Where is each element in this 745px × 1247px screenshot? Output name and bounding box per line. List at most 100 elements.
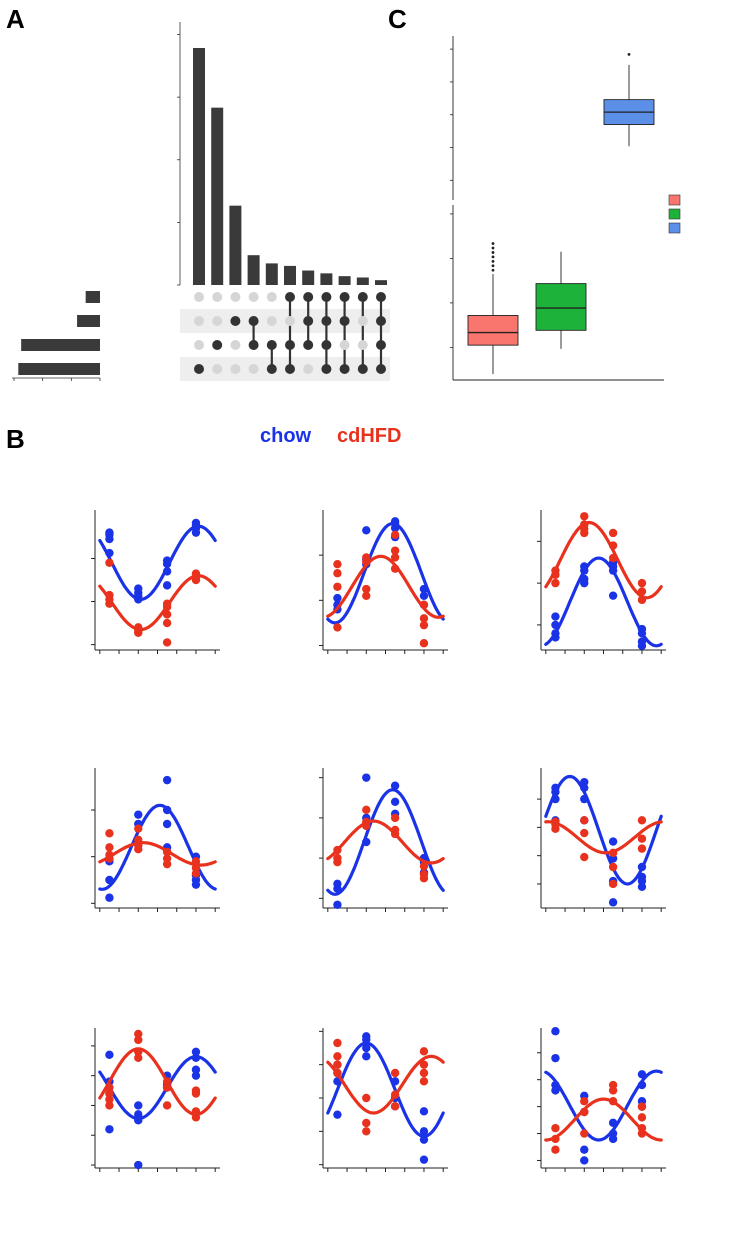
cdhfd-point	[162, 602, 172, 612]
cdhfd-point	[105, 1083, 114, 1092]
chow-point	[134, 1101, 143, 1110]
matrix-dot-inactive	[266, 292, 277, 302]
bar	[211, 107, 224, 285]
cdhfd-point	[390, 530, 400, 540]
cdhfd-point	[362, 1127, 371, 1136]
cdhfd-point	[608, 1086, 618, 1095]
matrix-dot-active	[321, 292, 332, 302]
deg-boxplot	[450, 36, 681, 381]
cdhfd-point	[637, 1102, 647, 1111]
chow-point	[551, 1027, 560, 1036]
cdhfd-point	[637, 1113, 647, 1122]
chow-fit-curve	[326, 521, 445, 625]
chow-point	[134, 595, 143, 604]
cdhfd-point	[419, 1077, 429, 1086]
cdhfd-point	[333, 1068, 342, 1078]
set-size-bar	[77, 315, 100, 327]
chow-point	[362, 1035, 371, 1044]
cdhfd-point	[551, 1145, 560, 1154]
matrix-dot-active	[230, 316, 241, 326]
matrix-dot-inactive	[248, 292, 259, 302]
cdhfd-point	[162, 610, 172, 619]
matrix-dot-active	[339, 292, 350, 302]
chow-point	[105, 1125, 114, 1134]
cdhfd-point	[419, 639, 429, 648]
cdhfd-point	[191, 1113, 201, 1122]
chow-point	[134, 810, 143, 819]
cdhfd-point	[362, 584, 371, 594]
chow-point	[390, 797, 400, 806]
cdhfd-point	[162, 859, 172, 869]
bar	[375, 280, 387, 285]
chow-point	[390, 523, 400, 533]
cdhfd-point	[419, 620, 429, 630]
chow-point	[191, 1065, 201, 1074]
chow-fit-curve	[326, 788, 445, 896]
cdhfd-point	[419, 861, 429, 871]
chow-point	[551, 794, 560, 804]
cdhfd-point	[390, 1068, 400, 1078]
box-outlier	[491, 251, 495, 254]
cdhfd-point	[162, 1101, 172, 1110]
bar	[302, 270, 315, 285]
matrix-dot-active	[285, 364, 295, 374]
matrix-dot-active	[285, 340, 295, 350]
chow-fit-curve	[98, 524, 217, 602]
matrix-dot-active	[303, 292, 314, 302]
bar	[338, 276, 351, 285]
cdhfd-point	[134, 1053, 143, 1062]
cdhfd-point	[608, 1097, 618, 1106]
cdhfd-point	[362, 591, 371, 601]
bar	[265, 263, 278, 285]
legend-chow: chow	[260, 425, 312, 447]
chow-point	[162, 559, 172, 569]
chow-point	[362, 1043, 371, 1053]
bar	[320, 273, 333, 285]
cdhfd-point	[105, 558, 114, 567]
box-outlier	[627, 52, 631, 56]
chow-point	[608, 566, 618, 575]
matrix-dot-active	[376, 340, 386, 350]
chow-point	[637, 629, 647, 638]
chow-point	[162, 775, 172, 785]
cdhfd-point	[191, 1107, 201, 1116]
matrix-dot-inactive	[212, 316, 223, 326]
set-size-bar	[21, 339, 101, 351]
chow-point	[134, 1160, 143, 1170]
panel-label-c: C	[388, 4, 407, 34]
cdhfd-point	[637, 844, 647, 853]
cdhfd-point	[390, 564, 400, 573]
chow-point	[551, 1053, 560, 1063]
cdhfd-point	[162, 618, 172, 628]
matrix-dot-active	[248, 340, 259, 350]
chow-point	[580, 1156, 589, 1165]
cdhfd-point	[134, 824, 143, 833]
matrix-dot-inactive	[212, 292, 223, 302]
chow-point	[362, 773, 371, 782]
cdhfd-point	[105, 599, 114, 608]
cdhfd-point	[134, 845, 143, 854]
cdhfd-point	[580, 852, 589, 862]
cdhfd-point	[637, 816, 647, 825]
set-size-bar	[18, 363, 100, 375]
cdhfd-point	[362, 805, 371, 815]
box-outlier	[491, 264, 495, 268]
cdhfd-point	[580, 528, 589, 538]
cdhfd-point	[333, 623, 342, 632]
box-body	[467, 315, 519, 346]
cdhfd-point	[637, 595, 647, 605]
cdhfd-point	[390, 813, 400, 823]
cdhfd-point	[362, 1118, 371, 1128]
cdhfd-point	[419, 1047, 429, 1056]
matrix-dot-inactive	[194, 316, 204, 326]
matrix-dot-inactive	[339, 340, 350, 350]
cdhfd-point	[390, 1102, 400, 1111]
chow-point	[551, 620, 560, 630]
cdhfd-point	[362, 821, 371, 831]
matrix-dot-active	[303, 340, 314, 350]
cdhfd-point	[333, 1060, 342, 1069]
cdhfd-point	[134, 1047, 143, 1057]
cdhfd-point	[580, 512, 589, 521]
matrix-dot-active	[339, 316, 350, 326]
cdhfd-point	[608, 528, 618, 538]
